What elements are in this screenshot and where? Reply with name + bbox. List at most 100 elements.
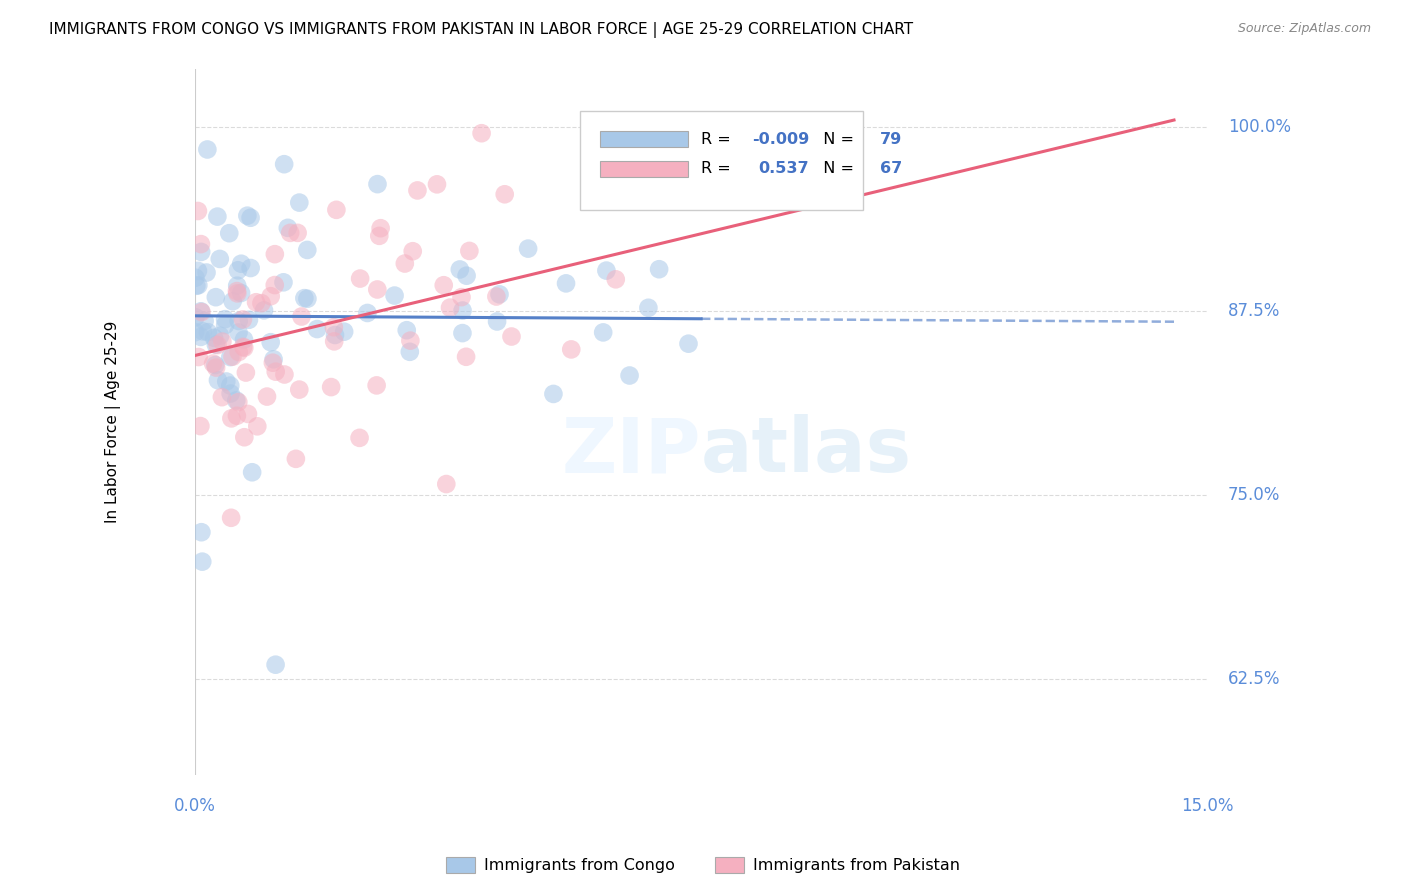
Point [273,368,295,382]
FancyBboxPatch shape [579,112,863,210]
Point [449,262,471,277]
Text: 87.5%: 87.5% [1227,302,1281,320]
Point [297,292,319,306]
Point [202,331,225,345]
Point [273,157,295,171]
Point [207,338,229,352]
Point [219,386,242,401]
Point [205,290,228,304]
Point [273,275,295,289]
Point [451,303,474,318]
Point [368,228,391,243]
Point [232,312,254,326]
Point [263,247,285,261]
Point [263,278,285,293]
Point [264,365,287,379]
Point [226,286,249,301]
Point [184,270,207,285]
Point [228,314,250,328]
Point [486,314,509,328]
Text: 62.5%: 62.5% [1227,671,1281,689]
Point [236,407,259,421]
Point [260,335,283,350]
Point [195,143,218,157]
Text: 100.0%: 100.0% [1227,119,1291,136]
Point [250,296,273,310]
Point [287,226,309,240]
Point [323,334,346,349]
Point [245,295,267,310]
Text: 79: 79 [880,132,903,146]
Point [187,278,209,293]
Point [226,395,249,409]
Point [433,278,456,293]
Point [221,294,243,309]
Point [637,301,659,315]
Point [321,380,343,394]
Point [190,330,212,344]
Point [398,344,420,359]
Point [191,555,214,569]
Point [207,373,229,387]
Point [197,325,219,339]
Point [239,260,262,275]
Point [233,333,256,347]
Point [202,357,225,371]
Point [560,343,582,357]
Point [209,328,232,343]
Legend: Immigrants from Congo, Immigrants from Pakistan: Immigrants from Congo, Immigrants from P… [439,850,967,880]
Text: R =: R = [702,161,741,176]
Point [190,244,212,259]
Point [456,268,478,283]
Point [221,350,243,364]
Point [451,326,474,340]
FancyBboxPatch shape [600,161,688,177]
Text: 0.0%: 0.0% [173,797,215,815]
Point [278,226,301,240]
Point [191,324,214,338]
Point [226,284,249,298]
Text: 0.537: 0.537 [759,161,810,176]
Point [184,325,207,339]
Point [256,390,278,404]
Point [322,320,344,334]
Point [225,393,247,408]
Point [211,390,233,404]
Point [187,350,209,364]
Point [228,326,250,340]
Point [239,211,262,225]
Point [207,210,229,224]
Point [333,325,356,339]
Point [187,204,209,219]
Point [517,242,540,256]
Point [246,419,269,434]
Point [232,340,254,354]
Text: In Labor Force | Age 25-29: In Labor Force | Age 25-29 [105,320,121,523]
Point [231,257,253,271]
Point [494,187,516,202]
Point [219,350,242,364]
Point [211,334,233,349]
Text: 67: 67 [880,161,903,176]
Point [395,323,418,337]
Text: 75.0%: 75.0% [1227,486,1281,504]
Point [454,350,477,364]
Point [325,202,347,217]
Point [288,383,311,397]
Point [184,310,207,325]
Point [235,366,257,380]
Point [290,310,312,324]
Point [190,525,212,540]
Point [215,375,238,389]
Point [349,271,371,285]
Point [253,303,276,318]
Point [229,285,252,300]
Point [262,356,284,370]
Point [214,318,236,332]
Point [264,657,287,672]
Point [426,178,449,192]
Point [384,288,406,302]
Point [595,263,617,277]
Point [402,244,425,259]
Point [190,304,212,318]
